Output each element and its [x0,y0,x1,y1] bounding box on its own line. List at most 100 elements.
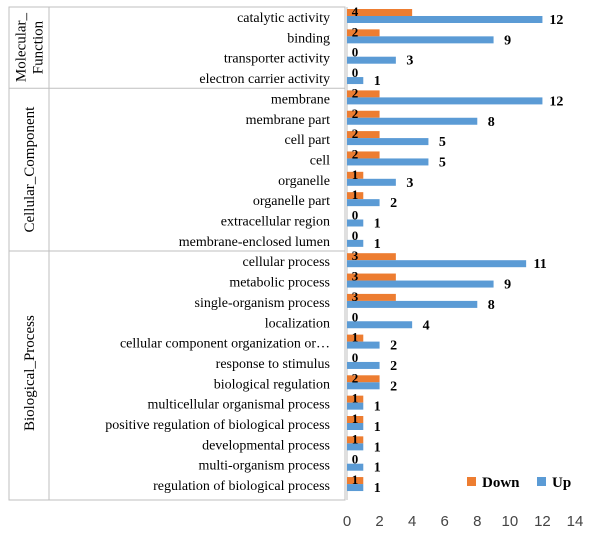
data-label-down: 0 [352,65,359,80]
category-label: binding [287,31,330,46]
bar-up [347,158,429,166]
category-label: localization [265,316,330,331]
bar-up [347,36,494,44]
category-label: organelle part [253,194,330,209]
data-label-up: 3 [406,176,413,191]
group-label-line: Function [31,20,47,74]
data-label-up: 1 [374,481,381,496]
data-label-down: 1 [352,167,359,182]
bar-up [347,56,396,64]
data-label-down: 3 [352,248,359,263]
bar-up [347,77,364,85]
category-label: extracellular region [221,215,330,230]
group-label: Biological_Process [22,315,38,431]
category-label: cellular process [243,255,330,270]
data-label-down: 1 [352,411,359,426]
bar-up [347,382,380,390]
data-label-down: 0 [352,208,359,223]
category-label: cellular component organization or… [120,337,330,352]
category-label: positive regulation of biological proces… [105,418,330,433]
category-label: multicellular organismal process [148,398,330,413]
data-label-up: 1 [374,461,381,476]
data-label-down: 1 [352,391,359,406]
bar-up [347,260,527,268]
bar-up [347,402,364,410]
data-label-down: 1 [352,431,359,446]
data-label-up: 2 [390,359,397,374]
data-label-down: 3 [352,269,359,284]
data-label-down: 0 [352,45,359,60]
category-label: response to stimulus [216,357,330,372]
category-label: biological regulation [214,377,330,392]
data-label-up: 2 [390,339,397,354]
category-label: catalytic activity [237,11,330,26]
data-label-down: 2 [352,146,359,161]
data-label-down: 2 [352,106,359,121]
bar-down [347,375,380,383]
data-label-down: 3 [352,289,359,304]
bar-down [347,395,364,403]
category-label: multi-organism process [198,459,330,474]
bar-up [347,178,396,186]
data-label-up: 3 [406,54,413,69]
bar-up [347,300,478,308]
x-tick-label: 10 [502,513,519,530]
x-tick-label: 4 [408,513,416,530]
data-label-down: 0 [352,350,359,365]
data-label-down: 2 [352,126,359,141]
data-label-up: 1 [374,237,381,252]
bar-down [347,334,364,342]
bar-up [347,199,380,207]
legend-swatch-down [467,477,476,486]
bar-up [347,97,543,105]
data-label-up: 11 [534,257,547,272]
data-label-up: 9 [504,278,511,293]
data-label-up: 8 [488,115,495,130]
bar-up [347,361,380,369]
data-label-down: 2 [352,85,359,100]
category-label: developmental process [202,438,330,453]
legend-label-down: Down [482,475,520,491]
bar-down [347,253,396,261]
group-label-line: Cellular_Component [22,106,38,233]
data-label-up: 1 [374,440,381,455]
data-label-down: 0 [352,452,359,467]
data-label-up: 12 [549,13,563,28]
category-label: electron carrier activity [199,72,330,87]
bar-up [347,138,429,146]
x-tick-label: 0 [343,513,351,530]
bar-up [347,463,364,471]
bar-down [347,151,380,159]
data-label-up: 2 [390,379,397,394]
bar-down [347,293,396,301]
category-label: membrane part [246,113,330,128]
category-label: membrane-enclosed lumen [179,235,330,250]
bar-up [347,341,380,349]
category-area-border [8,6,346,501]
bar-up [347,117,478,125]
data-label-down: 2 [352,370,359,385]
data-label-down: 1 [352,472,359,487]
data-label-down: 1 [352,187,359,202]
category-label: cell [310,153,330,168]
bar-up [347,423,364,430]
x-tick-label: 12 [534,513,551,530]
bar-up [347,443,364,451]
data-label-up: 8 [488,298,495,313]
bar-down [347,171,364,179]
category-label: regulation of biological process [153,479,330,494]
data-label-up: 12 [549,94,563,109]
data-label-up: 1 [374,74,381,89]
x-tick-label: 8 [473,513,481,530]
category-label: transporter activity [224,52,330,67]
data-label-up: 5 [439,135,446,150]
data-label-down: 0 [352,228,359,243]
bar-up [347,239,364,247]
data-label-down: 0 [352,309,359,324]
bar-up [347,321,413,329]
bar-down [347,436,364,444]
legend-label-up: Up [552,475,571,491]
data-label-down: 4 [352,4,359,19]
data-label-down: 1 [352,330,359,345]
